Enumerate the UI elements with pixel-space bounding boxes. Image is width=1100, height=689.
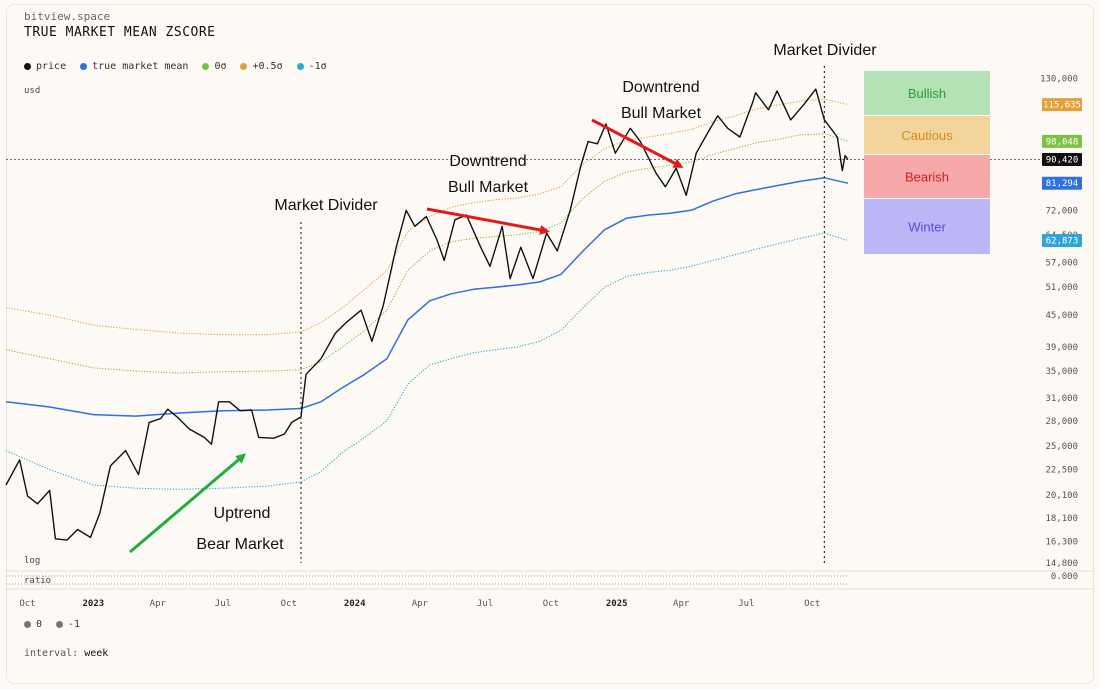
y-tick-label: 51,000 xyxy=(1045,283,1078,293)
y-tick-label: 20,100 xyxy=(1045,491,1078,501)
last-value-tag-text: 81,294 xyxy=(1046,179,1079,189)
annotation-market-divider-1: Market Divider xyxy=(274,197,378,214)
ratio-legend: 0 -1 xyxy=(24,619,80,630)
zone-label-winter: Winter xyxy=(908,220,946,235)
x-tick-label: Apr xyxy=(673,599,690,609)
zone-box-bearish xyxy=(864,155,990,198)
y-tick-label: 18,100 xyxy=(1045,514,1078,524)
ratio-legend-item-zero[interactable]: 0 xyxy=(24,619,42,630)
x-tick-label: Oct xyxy=(19,599,35,609)
zone-box-cautious xyxy=(864,116,990,154)
last-value-tags: 115,635 98,048 90,420 81,294 62,873 xyxy=(1042,98,1082,247)
zone-boxes: Bullish Cautious Bearish Winter xyxy=(864,71,990,254)
downtrend2-arrow xyxy=(591,118,684,168)
last-value-tag xyxy=(1042,134,1082,148)
legend-swatch-price xyxy=(24,63,31,70)
last-value-tag-text: 62,873 xyxy=(1046,236,1079,246)
legend-swatch-true-market-mean xyxy=(80,63,88,70)
ratio-zero-tick: 0.000 xyxy=(1051,572,1078,582)
annotation-market-divider-2: Market Divider xyxy=(773,42,877,59)
scale-label[interactable]: log xyxy=(24,556,41,566)
zone-label-cautious: Cautious xyxy=(901,128,953,143)
y-tick-label: 25,000 xyxy=(1045,442,1078,452)
ratio-swatch-zero xyxy=(24,621,31,628)
zone-label-bullish: Bullish xyxy=(908,86,946,101)
market-dividers xyxy=(300,66,825,563)
legend-item-price[interactable]: price xyxy=(24,61,66,72)
series-line-price xyxy=(5,88,849,541)
x-tick-label: Apr xyxy=(150,599,167,609)
gridlines: 0.000 xyxy=(6,159,1094,590)
legend-swatch-minus-one-sigma xyxy=(296,63,304,70)
y-tick-label: 22,500 xyxy=(1045,466,1078,476)
last-value-tag-text: 98,048 xyxy=(1046,137,1079,147)
legend-swatch-plus-half-sigma xyxy=(240,63,248,70)
x-tick-label: Jul xyxy=(477,599,493,609)
interval-value: week xyxy=(84,648,109,659)
y-tick-label: 16,300 xyxy=(1045,537,1078,547)
annotation-downtrend1-line1: Downtrend xyxy=(449,153,526,170)
ratio-swatch-minus-one xyxy=(56,621,64,628)
downtrend1-arrow xyxy=(426,207,550,235)
annotation-downtrend2-line2: Bull Market xyxy=(621,105,702,122)
series-line--1- xyxy=(5,232,849,490)
y-tick-label: 31,000 xyxy=(1045,394,1078,404)
x-tick-label: Oct xyxy=(281,599,297,609)
x-tick-label: Jul xyxy=(738,599,754,609)
ratio-legend-item-minus-one[interactable]: -1 xyxy=(56,619,80,630)
annotation-uptrend-line1: Uptrend xyxy=(214,505,271,522)
legend-item-zero-sigma[interactable]: 0σ xyxy=(202,61,226,72)
last-value-tag xyxy=(1042,233,1082,247)
legend-swatch-zero-sigma xyxy=(202,63,210,70)
y-tick-label: 57,000 xyxy=(1045,258,1078,268)
x-tick-label: 2023 xyxy=(83,599,105,609)
last-value-tag-text: 115,635 xyxy=(1043,101,1081,111)
annotation-downtrend1-line2: Bull Market xyxy=(448,179,529,196)
y-tick-label: 130,000 xyxy=(1040,75,1078,85)
legend-item-plus-half-sigma[interactable]: +0.5σ xyxy=(240,61,283,72)
interval-selector[interactable]: interval: week xyxy=(24,648,109,659)
annotation-downtrend2-line1: Downtrend xyxy=(622,79,699,96)
series-line-0- xyxy=(5,133,849,374)
legend-item-minus-one-sigma[interactable]: -1σ xyxy=(296,61,327,72)
x-tick-label: 2024 xyxy=(344,599,366,609)
last-value-tag xyxy=(1042,98,1082,112)
annotation-uptrend-line2: Bear Market xyxy=(196,536,284,553)
x-tick-label: 2025 xyxy=(606,599,628,609)
zone-label-bearish: Bearish xyxy=(905,170,949,185)
last-value-tag-text: 90,420 xyxy=(1046,155,1079,165)
annotations: Market Divider Market Divider Uptrend Be… xyxy=(129,42,877,554)
uptrend-arrow xyxy=(129,453,247,554)
x-tick-label: Apr xyxy=(412,599,429,609)
legend: price true market mean 0σ +0.5σ -1σ xyxy=(24,61,327,72)
chart-title: TRUE MARKET MEAN ZSCORE xyxy=(24,25,216,40)
site-name: bitview.space xyxy=(24,10,111,23)
y-axis: 130,00072,00064,50057,00051,00045,00039,… xyxy=(1040,75,1078,569)
last-value-tag xyxy=(1042,176,1082,190)
y-tick-label: 45,000 xyxy=(1045,311,1078,321)
series-line-true-market-mean xyxy=(5,177,849,417)
ratio-label: ratio xyxy=(24,576,52,586)
y-tick-label: 28,000 xyxy=(1045,417,1078,427)
unit-label: usd xyxy=(24,86,41,96)
zone-box-bullish xyxy=(864,71,990,115)
x-tick-label: Jul xyxy=(215,599,231,609)
y-tick-label: 72,000 xyxy=(1045,206,1078,216)
legend-item-true-market-mean[interactable]: true market mean xyxy=(80,61,188,72)
y-tick-label: 35,000 xyxy=(1045,367,1078,377)
x-tick-label: Oct xyxy=(543,599,559,609)
x-axis: Oct 2023 Apr Jul Oct 2024 Apr Jul Oct 2025 Apr Jul O… xyxy=(19,599,820,609)
zone-box-winter xyxy=(864,199,990,254)
last-value-tag xyxy=(1042,152,1082,166)
y-tick-label: 14,800 xyxy=(1045,559,1078,569)
y-tick-label: 39,000 xyxy=(1045,343,1078,353)
series-layer xyxy=(5,88,849,541)
x-tick-label: Oct xyxy=(804,599,820,609)
